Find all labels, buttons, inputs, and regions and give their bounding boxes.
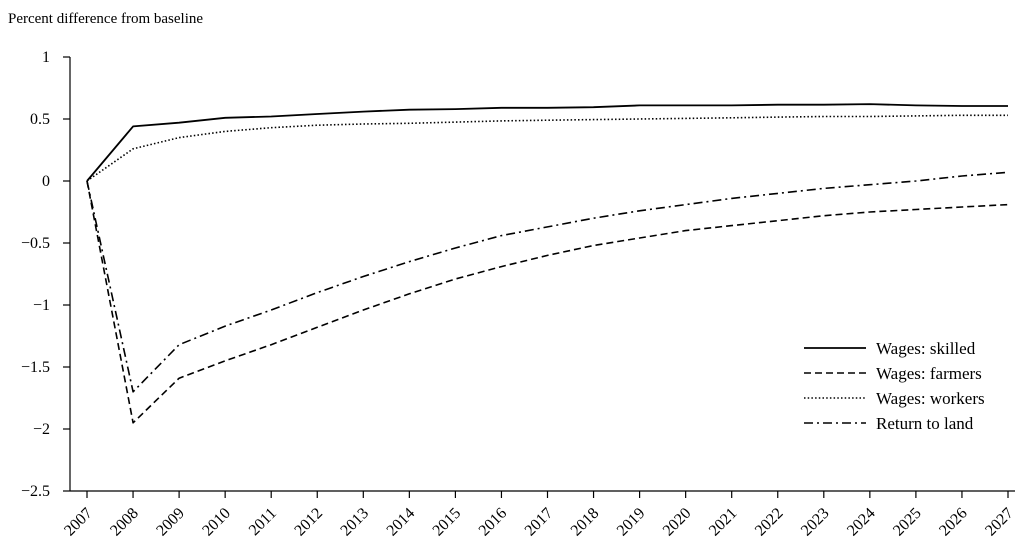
x-tick-label: 2023 [798, 505, 833, 540]
legend-label: Wages: workers [876, 389, 985, 408]
x-tick-label: 2010 [199, 505, 234, 540]
legend-label: Wages: skilled [876, 339, 976, 358]
y-tick-label: −1.5 [21, 359, 50, 376]
x-tick-label: 2021 [706, 505, 741, 540]
x-tick-label: 2014 [384, 505, 419, 540]
x-tick-label: 2009 [153, 505, 188, 540]
y-tick-label: 0 [42, 173, 50, 190]
x-tick-label: 2018 [568, 505, 603, 540]
series-line-wages-farmers [86, 180, 1009, 424]
x-axis: 2007 2008 2009 2010 2011 2012 2013 2014 2015 2016… [61, 490, 1017, 540]
series-lines [86, 103, 1009, 424]
x-tick-label: 2013 [337, 505, 372, 540]
x-tick-label: 2015 [430, 505, 465, 540]
x-tick-label: 2019 [614, 505, 649, 540]
y-axis: 1 0.5 0 −0.5 −1 −1.5 −2 −2.5 [21, 49, 71, 500]
x-tick-label: 2025 [890, 505, 925, 540]
legend: Wages: skilled Wages: farmers Wages: worke… [804, 339, 985, 433]
x-tick-label: 2008 [107, 505, 142, 540]
y-tick-label: −0.5 [21, 235, 50, 252]
y-tick-label: −2.5 [21, 483, 50, 500]
x-tick-label: 2020 [660, 505, 695, 540]
legend-label: Return to land [876, 414, 974, 433]
y-tick-label: −1 [33, 297, 50, 314]
y-tick-label: −2 [33, 421, 50, 438]
series-line-return-to-land [86, 171, 1009, 393]
x-tick-label: 2011 [246, 505, 280, 539]
series-line-wages-workers [86, 114, 1008, 182]
x-tick-label: 2024 [844, 505, 879, 540]
x-tick-label: 2007 [61, 505, 96, 540]
x-tick-label: 2026 [936, 505, 971, 540]
legend-label: Wages: farmers [876, 364, 982, 383]
x-tick-label: 2012 [291, 505, 326, 540]
y-tick-label: 1 [42, 49, 50, 66]
x-tick-label: 2027 [982, 505, 1017, 540]
x-tick-label: 2016 [476, 505, 511, 540]
x-tick-label: 2017 [522, 505, 557, 540]
y-axis-label: Percent difference from baseline [8, 11, 203, 27]
y-tick-label: 0.5 [30, 111, 50, 128]
x-tick-label: 2022 [752, 505, 787, 540]
series-line-wages-skilled [86, 103, 1008, 182]
